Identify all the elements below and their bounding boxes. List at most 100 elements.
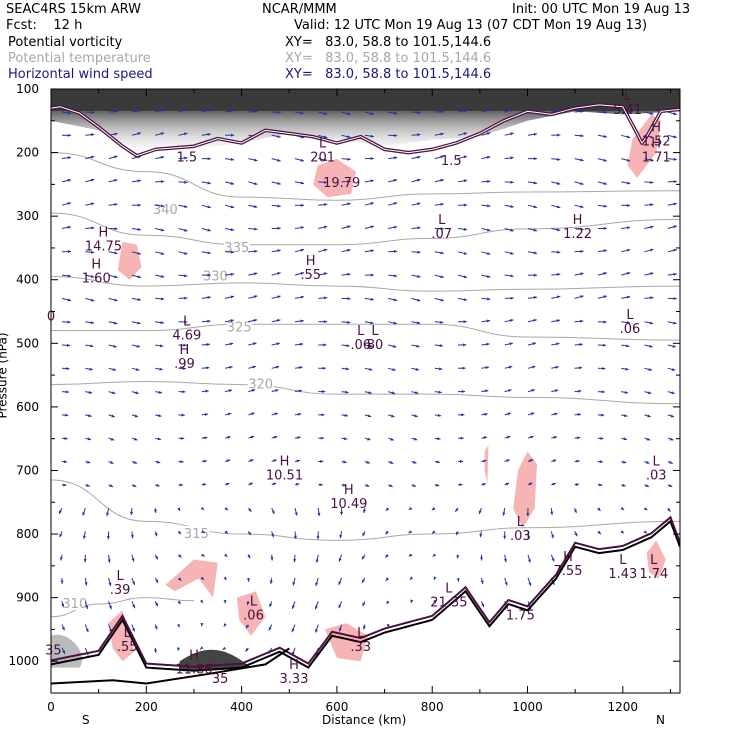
wind-vector-head bbox=[573, 509, 577, 513]
wind-vector-head bbox=[160, 297, 165, 301]
wind-vector-head bbox=[386, 507, 390, 511]
wind-vector-head bbox=[347, 157, 351, 161]
wind-vector-head bbox=[137, 203, 141, 207]
wind-vector-head bbox=[580, 134, 584, 138]
wind-vector-head bbox=[673, 225, 677, 229]
wind-vector-head bbox=[253, 272, 258, 276]
wind-vector-head bbox=[529, 459, 534, 463]
marker-value: 1.22 bbox=[563, 227, 592, 242]
wind-vector-head bbox=[463, 320, 467, 324]
wind-vector-head bbox=[646, 437, 651, 441]
x-tick-label: 1000 bbox=[512, 700, 543, 714]
theta-label-325: 325 bbox=[227, 320, 252, 335]
wind-vector-head bbox=[157, 437, 161, 441]
wind-vector-head bbox=[130, 511, 134, 516]
wind-vector-head bbox=[177, 647, 181, 651]
wind-vector-head bbox=[155, 602, 158, 607]
wind-vector-head bbox=[158, 414, 162, 418]
wind-vector-head bbox=[433, 599, 436, 604]
wind-vector-head bbox=[158, 390, 163, 394]
wind-vector-head bbox=[389, 484, 393, 487]
wind-vector-head bbox=[510, 132, 514, 136]
x-tick-label: 800 bbox=[421, 700, 444, 714]
wind-vector-head bbox=[533, 318, 537, 322]
wind-vector-head bbox=[486, 342, 490, 346]
wind-vector-head bbox=[227, 435, 231, 439]
x-axis-label: Distance (km) bbox=[322, 713, 407, 727]
wind-vector-head bbox=[393, 321, 397, 325]
wind-vector-head bbox=[528, 482, 533, 486]
wind-vector-head bbox=[206, 366, 210, 370]
wind-vector-head bbox=[440, 178, 444, 182]
wind-vector-head bbox=[90, 178, 95, 182]
wind-vector-head bbox=[342, 483, 347, 487]
x-end-label-south: S bbox=[82, 713, 90, 727]
marker-value: 10.51 bbox=[266, 468, 303, 483]
theta-label-320: 320 bbox=[248, 378, 273, 393]
wind-vector-head bbox=[370, 179, 374, 183]
wind-vector-head bbox=[625, 367, 629, 371]
wind-vector-head bbox=[622, 483, 626, 487]
wind-vector-head bbox=[160, 109, 165, 112]
wind-vector-head bbox=[459, 483, 463, 487]
y-tick-label: 1000 bbox=[8, 654, 39, 668]
wind-vector-head bbox=[293, 558, 297, 563]
wind-vector-head bbox=[223, 576, 227, 581]
wind-vector-head bbox=[347, 272, 351, 276]
wind-vector-head bbox=[463, 203, 468, 207]
wind-vector-head bbox=[179, 483, 183, 487]
marker-letter: L bbox=[619, 553, 627, 568]
wind-vector-head bbox=[67, 274, 71, 278]
wind-vector-head bbox=[361, 579, 365, 583]
wind-vector-head bbox=[481, 603, 485, 608]
wind-vector-head bbox=[90, 155, 95, 159]
y-tick-label: 300 bbox=[16, 209, 39, 223]
wind-vector-head bbox=[463, 179, 468, 183]
marker-value: 19.79 bbox=[323, 176, 360, 191]
theta-contour-335 bbox=[51, 212, 680, 246]
wind-vector-head bbox=[154, 625, 158, 630]
marker-value: 21.35 bbox=[430, 596, 467, 611]
wind-vector-head bbox=[650, 111, 654, 115]
wind-vector-head bbox=[67, 178, 71, 182]
wind-vector-head bbox=[90, 344, 94, 348]
wind-vector-head bbox=[480, 580, 484, 584]
wind-vector-head bbox=[160, 251, 165, 255]
wind-vector-head bbox=[365, 483, 370, 487]
wind-vector-head bbox=[580, 295, 584, 299]
wind-vector-head bbox=[510, 274, 514, 278]
wind-vector-head bbox=[250, 435, 255, 439]
wind-vector-head bbox=[393, 298, 398, 302]
wind-vector-head bbox=[459, 459, 464, 463]
wind-vector-head bbox=[153, 509, 157, 513]
wind-vector-head bbox=[670, 414, 675, 418]
wind-vector-head bbox=[554, 412, 558, 416]
wind-vector-head bbox=[183, 343, 187, 347]
wind-vector-head bbox=[247, 531, 251, 536]
wind-vector-head bbox=[370, 225, 374, 229]
wind-vector-head bbox=[296, 482, 300, 486]
marker-letter: H bbox=[289, 658, 299, 673]
wind-vector-head bbox=[673, 272, 677, 276]
wind-vector-head bbox=[507, 412, 511, 416]
wind-vector-head bbox=[230, 181, 235, 185]
wind-vector-head bbox=[277, 204, 281, 208]
wind-vector-head bbox=[338, 604, 342, 609]
low-pv-contour bbox=[51, 515, 680, 668]
wind-vector-head bbox=[505, 482, 510, 486]
wind-vector-head bbox=[602, 343, 607, 347]
wind-vector-head bbox=[408, 506, 413, 510]
wind-vector-head bbox=[90, 202, 95, 206]
wind-vector-head bbox=[113, 321, 118, 325]
wind-vector-head bbox=[416, 344, 420, 348]
wind-vector-head bbox=[438, 367, 443, 371]
wind-vector-head bbox=[486, 251, 491, 255]
wind-vector-head bbox=[130, 535, 134, 539]
wind-vector-head bbox=[91, 133, 95, 137]
wind-vector-head bbox=[526, 512, 530, 517]
wind-vector-head bbox=[580, 272, 584, 276]
wind-vector-head bbox=[362, 626, 366, 630]
wind-vector-head bbox=[67, 111, 71, 115]
wind-vector-head bbox=[622, 460, 627, 464]
org-label: NCAR/MMM bbox=[262, 2, 337, 17]
